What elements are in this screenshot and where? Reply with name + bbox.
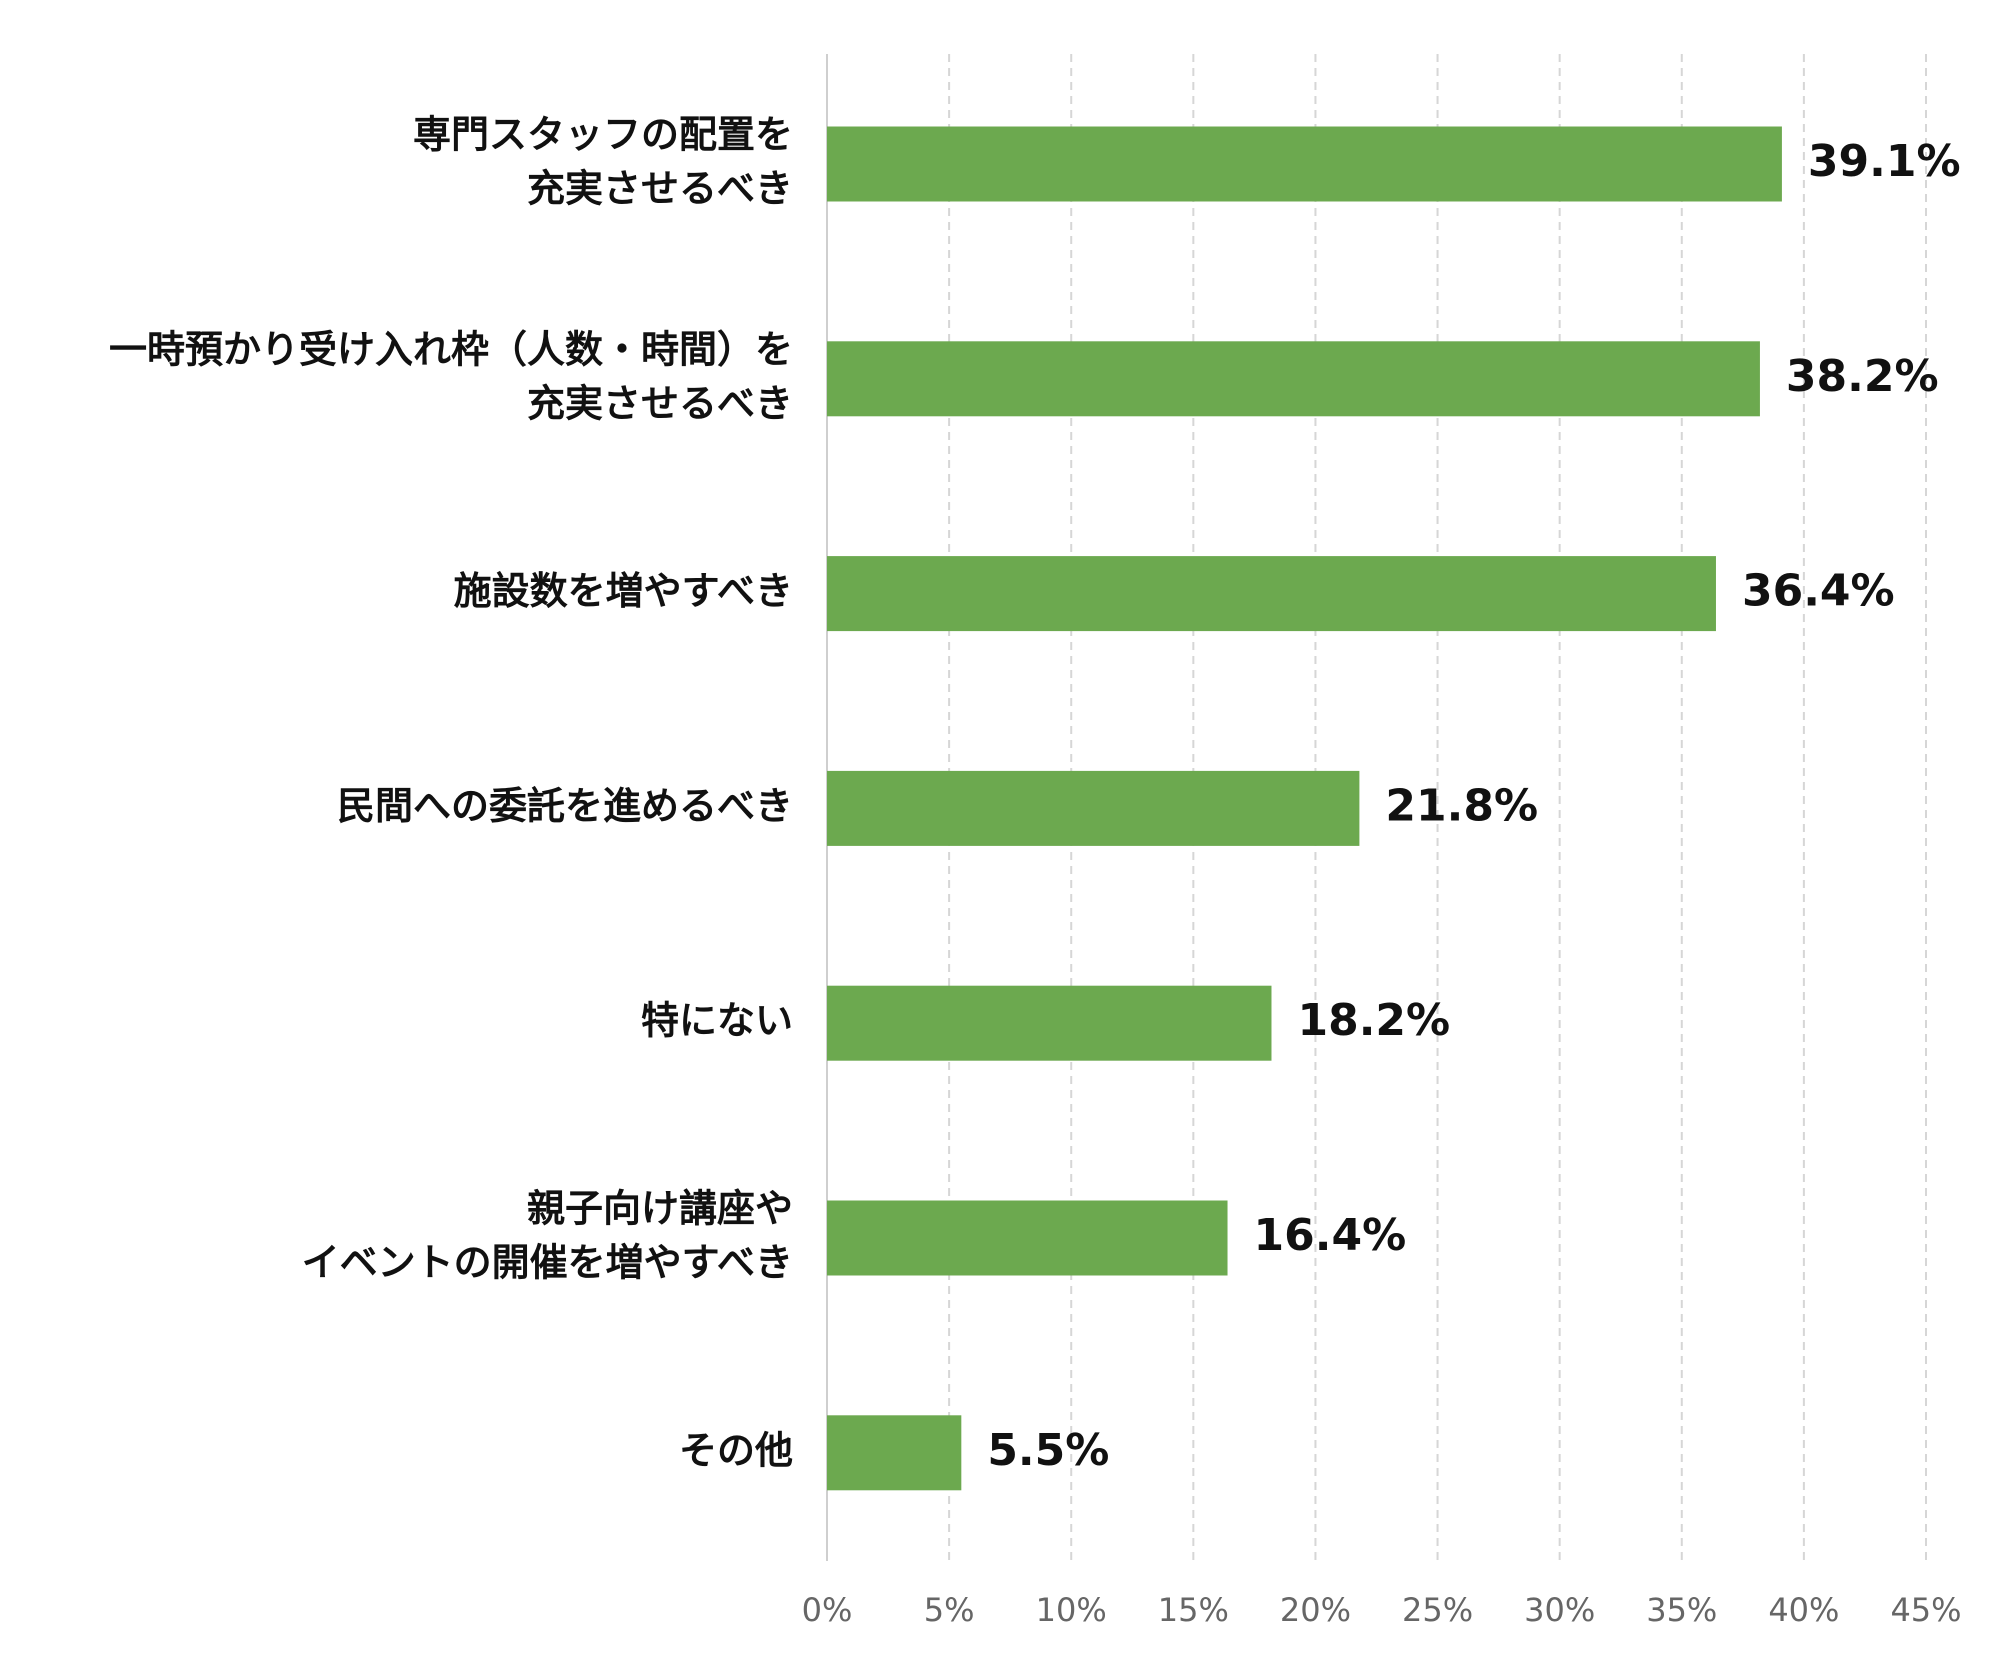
bar: [827, 1415, 962, 1491]
y-tick-label: 特にない: [641, 999, 793, 1043]
bar: [827, 985, 1272, 1061]
y-tick-label: 充実させるべき: [527, 167, 793, 211]
y-tick-label: 一時預かり受け入れ枠（人数・時間）を: [109, 327, 793, 371]
x-tick-label: 25%: [1402, 1591, 1473, 1629]
y-tick-label: その他: [679, 1428, 793, 1472]
y-tick-label: 民間への委託を進めるべき: [337, 784, 793, 828]
x-tick-label: 0%: [802, 1591, 853, 1629]
bar: [827, 1200, 1228, 1276]
data-label: 39.1%: [1808, 136, 1961, 187]
y-tick-label: 親子向け講座や: [527, 1187, 793, 1231]
bar: [827, 770, 1360, 846]
bar: [827, 341, 1760, 417]
data-label: 36.4%: [1742, 566, 1895, 617]
x-tick-label: 10%: [1036, 1591, 1107, 1629]
y-tick-label: 施設数を増やすべき: [454, 569, 793, 613]
x-tick-label: 35%: [1646, 1591, 1717, 1629]
y-tick-label: イベントの開催を増やすべき: [302, 1241, 793, 1285]
x-tick-label: 40%: [1768, 1591, 1839, 1629]
bar: [827, 126, 1782, 202]
bar: [827, 556, 1716, 632]
data-label: 18.2%: [1297, 995, 1450, 1046]
x-tick-label: 45%: [1890, 1591, 1961, 1629]
x-tick-label: 5%: [924, 1591, 975, 1629]
y-tick-label: 専門スタッフの配置を: [413, 113, 793, 157]
data-label: 16.4%: [1254, 1210, 1407, 1261]
data-label: 38.2%: [1786, 351, 1939, 402]
data-label: 21.8%: [1385, 780, 1538, 831]
x-tick-label: 20%: [1280, 1591, 1351, 1629]
data-label: 5.5%: [987, 1425, 1109, 1476]
x-tick-label: 15%: [1158, 1591, 1229, 1629]
y-tick-label: 充実させるべき: [527, 381, 793, 425]
x-tick-label: 30%: [1524, 1591, 1595, 1629]
